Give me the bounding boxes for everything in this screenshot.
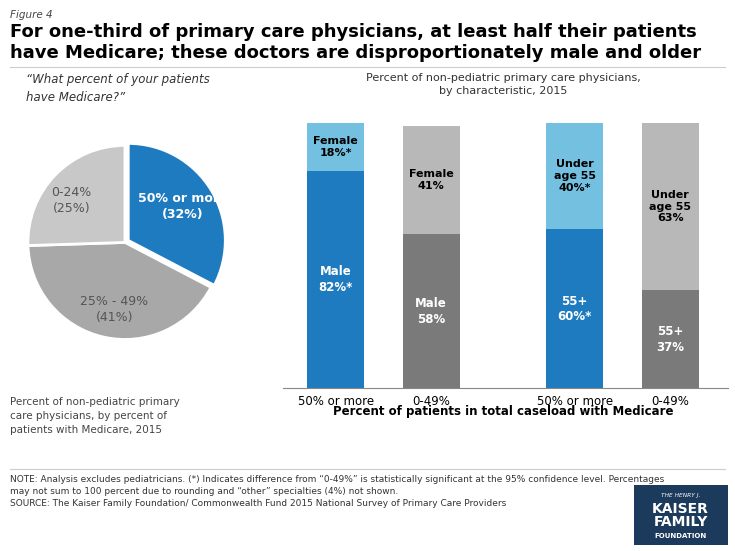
Text: have Medicare; these doctors are disproportionately male and older: have Medicare; these doctors are disprop… bbox=[10, 44, 700, 62]
Text: NOTE: Analysis excludes pediatricians. (*) Indicates difference from “0-49%” is : NOTE: Analysis excludes pediatricians. (… bbox=[10, 475, 664, 508]
Text: Male
58%: Male 58% bbox=[415, 297, 447, 326]
Text: 50% or more
(32%): 50% or more (32%) bbox=[137, 192, 227, 220]
Text: 0-24%
(25%): 0-24% (25%) bbox=[51, 186, 91, 215]
Bar bbox=[642, 123, 699, 290]
Text: Percent of non-pediatric primary care physicians,
by characteristic, 2015: Percent of non-pediatric primary care ph… bbox=[366, 73, 641, 96]
Text: Female
41%: Female 41% bbox=[409, 169, 453, 191]
Bar bbox=[403, 235, 460, 388]
Bar bbox=[307, 123, 365, 171]
Text: Percent of patients in total caseload with Medicare: Percent of patients in total caseload wi… bbox=[333, 405, 674, 418]
Bar bbox=[642, 290, 699, 388]
Text: 55+
37%: 55+ 37% bbox=[656, 325, 684, 354]
Bar bbox=[546, 229, 603, 388]
Text: 55+
60%*: 55+ 60%* bbox=[557, 295, 592, 323]
Text: THE HENRY J.: THE HENRY J. bbox=[661, 493, 700, 498]
Text: Figure 4: Figure 4 bbox=[10, 10, 52, 20]
Text: “What percent of your patients
have Medicare?”: “What percent of your patients have Medi… bbox=[26, 73, 209, 104]
Text: Percent of non-pediatric primary
care physicians, by percent of
patients with Me: Percent of non-pediatric primary care ph… bbox=[10, 397, 179, 435]
Text: Under
age 55
40%*: Under age 55 40%* bbox=[553, 159, 595, 193]
Text: Female
18%*: Female 18%* bbox=[313, 136, 358, 158]
Text: For one-third of primary care physicians, at least half their patients: For one-third of primary care physicians… bbox=[10, 23, 696, 41]
Text: KAISER: KAISER bbox=[652, 502, 709, 516]
Wedge shape bbox=[28, 242, 211, 339]
Bar bbox=[307, 171, 365, 388]
Text: 25% - 49%
(41%): 25% - 49% (41%) bbox=[80, 295, 148, 324]
Text: Under
age 55
63%: Under age 55 63% bbox=[649, 190, 692, 223]
Text: FOUNDATION: FOUNDATION bbox=[654, 533, 707, 539]
Text: Male
82%*: Male 82%* bbox=[318, 266, 353, 294]
Wedge shape bbox=[129, 143, 226, 285]
Text: FAMILY: FAMILY bbox=[653, 515, 708, 530]
Wedge shape bbox=[28, 145, 125, 246]
Bar bbox=[403, 126, 460, 235]
Bar bbox=[546, 123, 603, 229]
